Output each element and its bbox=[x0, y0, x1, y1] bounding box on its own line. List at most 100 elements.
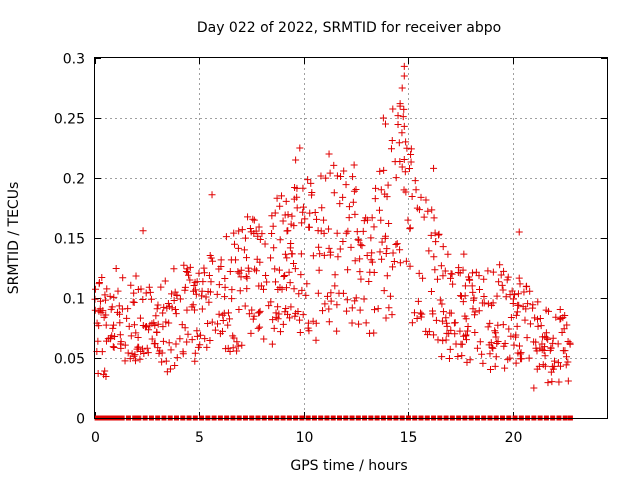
data-point bbox=[287, 239, 295, 247]
data-point bbox=[381, 120, 389, 128]
data-point bbox=[370, 329, 378, 337]
data-point bbox=[513, 322, 521, 330]
data-point bbox=[378, 255, 386, 263]
data-point bbox=[299, 203, 307, 211]
data-point bbox=[359, 227, 367, 235]
data-point bbox=[534, 322, 542, 330]
data-point bbox=[209, 257, 217, 265]
data-point bbox=[497, 271, 505, 279]
data-point bbox=[110, 293, 118, 301]
data-point bbox=[446, 345, 454, 353]
data-point bbox=[466, 356, 474, 364]
data-point bbox=[131, 351, 139, 359]
data-point bbox=[244, 213, 252, 221]
data-point bbox=[303, 280, 311, 288]
data-point bbox=[109, 343, 117, 351]
data-point bbox=[183, 265, 191, 273]
data-point bbox=[258, 230, 266, 238]
data-point bbox=[117, 338, 125, 346]
data-point bbox=[352, 186, 360, 194]
data-point bbox=[185, 271, 193, 279]
data-point bbox=[201, 335, 209, 343]
data-point bbox=[270, 324, 278, 332]
data-point bbox=[154, 320, 162, 328]
data-point bbox=[256, 307, 264, 315]
data-point bbox=[438, 317, 446, 325]
data-point bbox=[140, 350, 148, 358]
data-point bbox=[180, 261, 188, 269]
data-point bbox=[458, 340, 466, 348]
data-point bbox=[207, 278, 215, 286]
data-point bbox=[222, 233, 230, 241]
data-point bbox=[151, 339, 159, 347]
data-point bbox=[281, 271, 289, 279]
data-point bbox=[327, 289, 335, 297]
data-point bbox=[260, 335, 268, 343]
data-point bbox=[402, 188, 410, 196]
data-point bbox=[347, 243, 355, 251]
data-point bbox=[290, 260, 298, 268]
data-point bbox=[276, 328, 284, 336]
data-point bbox=[278, 285, 286, 293]
data-point bbox=[406, 224, 414, 232]
data-point bbox=[139, 295, 147, 303]
data-point bbox=[250, 312, 258, 320]
data-point bbox=[383, 272, 391, 280]
x-axis-label: GPS time / hours bbox=[290, 458, 407, 474]
data-point bbox=[478, 350, 486, 358]
data-point bbox=[243, 254, 251, 262]
data-point bbox=[459, 266, 467, 274]
data-point bbox=[531, 314, 539, 322]
data-point bbox=[544, 335, 552, 343]
data-point bbox=[461, 292, 469, 300]
data-point bbox=[124, 305, 132, 313]
data-point bbox=[183, 306, 191, 314]
data-point bbox=[315, 243, 323, 251]
data-point bbox=[411, 177, 419, 185]
data-point bbox=[489, 268, 497, 276]
data-point bbox=[505, 325, 513, 333]
data-point bbox=[520, 288, 528, 296]
data-point bbox=[336, 245, 344, 253]
data-point bbox=[165, 319, 173, 327]
data-point bbox=[121, 341, 129, 349]
data-point bbox=[95, 280, 103, 288]
data-point bbox=[256, 236, 264, 244]
data-point bbox=[308, 188, 316, 196]
data-point bbox=[296, 144, 304, 152]
data-point bbox=[432, 316, 440, 324]
data-point bbox=[282, 284, 290, 292]
data-point bbox=[388, 311, 396, 319]
data-point bbox=[337, 172, 345, 180]
data-point bbox=[544, 379, 552, 387]
data-point bbox=[145, 283, 153, 291]
data-point bbox=[274, 303, 282, 311]
data-point bbox=[504, 273, 512, 281]
data-point bbox=[241, 234, 249, 242]
data-point bbox=[240, 246, 248, 254]
data-point bbox=[290, 285, 298, 293]
data-point bbox=[320, 229, 328, 237]
data-point bbox=[351, 257, 359, 265]
y-tick-label: 0.3 bbox=[63, 52, 85, 68]
data-point bbox=[451, 330, 459, 338]
data-point bbox=[389, 105, 397, 113]
data-point bbox=[560, 325, 568, 333]
data-point bbox=[392, 241, 400, 249]
y-tick-label: 0.25 bbox=[54, 112, 85, 128]
data-point bbox=[217, 256, 225, 264]
data-point bbox=[296, 316, 304, 324]
data-point bbox=[114, 287, 122, 295]
data-point bbox=[198, 287, 206, 295]
data-point bbox=[323, 292, 331, 300]
data-point bbox=[259, 285, 267, 293]
data-point bbox=[524, 300, 532, 308]
data-point bbox=[462, 331, 470, 339]
data-point bbox=[135, 343, 143, 351]
y-tick-label: 0.1 bbox=[63, 292, 85, 308]
data-point bbox=[355, 236, 363, 244]
data-point bbox=[430, 164, 438, 172]
data-point bbox=[543, 334, 551, 342]
data-point bbox=[198, 292, 206, 300]
data-point bbox=[172, 340, 180, 348]
